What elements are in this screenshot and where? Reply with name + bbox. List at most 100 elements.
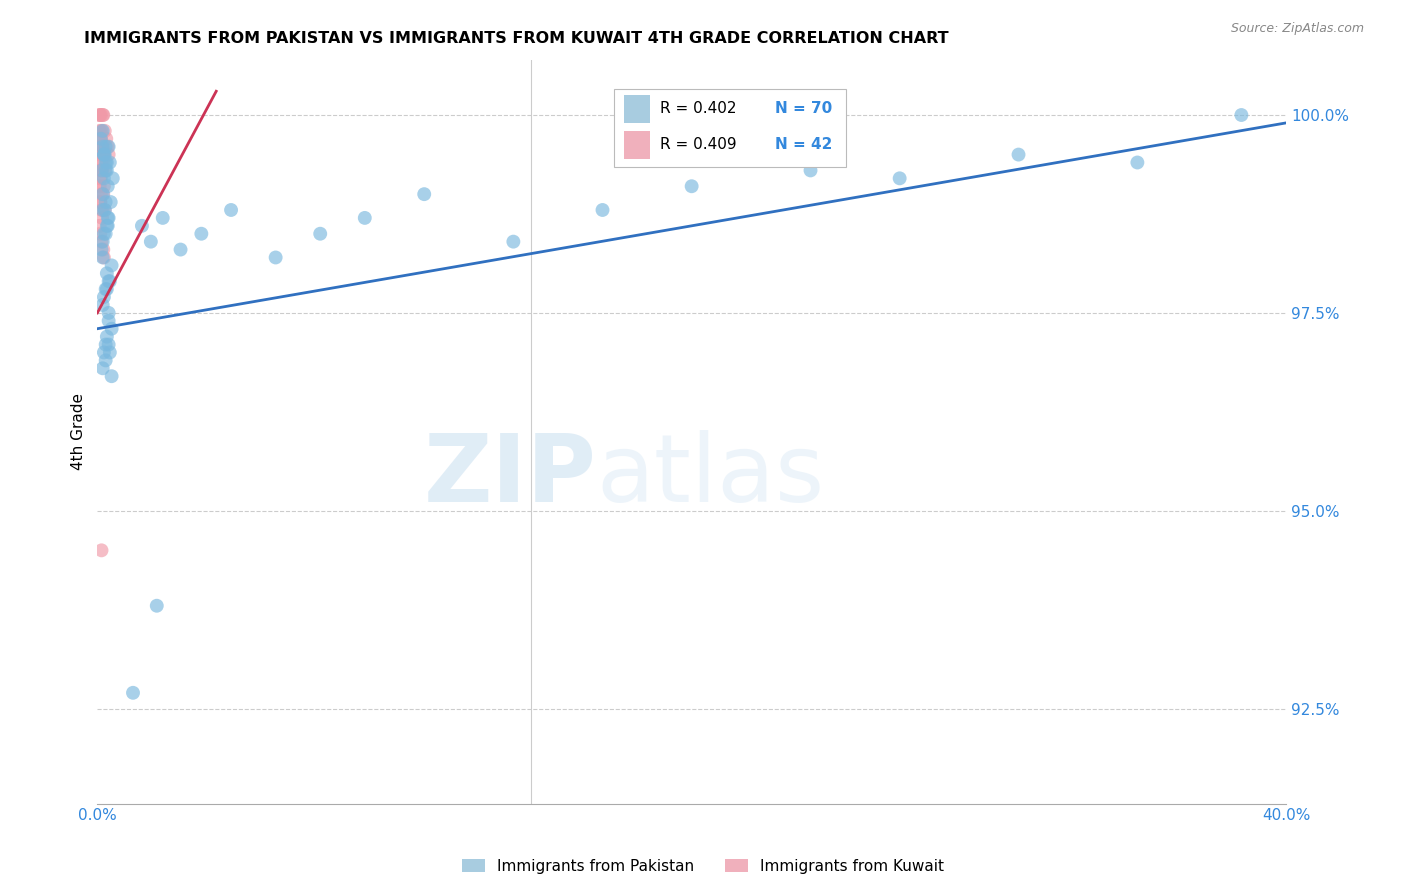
Point xyxy=(89,227,111,241)
Point xyxy=(97,147,120,161)
Text: N = 70: N = 70 xyxy=(775,101,832,116)
Point xyxy=(309,227,332,241)
Text: N = 42: N = 42 xyxy=(775,136,832,152)
Text: atlas: atlas xyxy=(596,430,825,522)
Point xyxy=(97,179,120,194)
Point xyxy=(97,274,120,288)
Point xyxy=(96,266,118,280)
Point xyxy=(93,179,115,194)
Point xyxy=(91,108,114,122)
Point xyxy=(96,329,118,343)
Point xyxy=(97,211,120,225)
Point xyxy=(413,187,436,202)
Point xyxy=(100,369,122,384)
Point xyxy=(1007,147,1029,161)
Point xyxy=(96,163,118,178)
Point xyxy=(219,202,242,217)
Bar xyxy=(624,131,650,160)
Point xyxy=(100,195,122,210)
Point xyxy=(97,139,120,153)
Point xyxy=(91,361,114,376)
Point xyxy=(98,345,121,359)
Point xyxy=(91,139,114,153)
Point xyxy=(91,163,114,178)
Point xyxy=(89,139,111,153)
Point xyxy=(91,251,114,265)
Point xyxy=(353,211,375,225)
Point xyxy=(681,179,703,194)
Point xyxy=(592,202,614,217)
Point xyxy=(90,132,112,146)
Point xyxy=(131,219,153,233)
Point xyxy=(97,139,120,153)
Point xyxy=(94,337,117,351)
Point xyxy=(94,353,117,368)
Point xyxy=(91,243,114,257)
Point xyxy=(89,108,111,122)
Point xyxy=(89,139,111,153)
Point xyxy=(89,147,111,161)
Point xyxy=(100,259,122,273)
Point xyxy=(502,235,524,249)
Point xyxy=(96,155,118,169)
Point xyxy=(91,155,114,169)
Point xyxy=(97,314,120,328)
Point xyxy=(1230,108,1253,122)
Point xyxy=(94,195,117,210)
Point xyxy=(889,171,911,186)
Point xyxy=(91,235,114,249)
Point xyxy=(94,124,117,138)
Point xyxy=(89,108,111,122)
Text: R = 0.402: R = 0.402 xyxy=(659,101,737,116)
Point xyxy=(89,195,111,210)
Point xyxy=(96,282,118,296)
Point xyxy=(97,211,120,225)
Point xyxy=(90,543,112,558)
Point xyxy=(146,599,169,613)
Point xyxy=(94,163,117,178)
Point xyxy=(91,298,114,312)
Point xyxy=(1126,155,1149,169)
Text: ZIP: ZIP xyxy=(423,430,596,522)
Point xyxy=(90,187,112,202)
Point xyxy=(89,124,111,138)
Point xyxy=(89,132,111,146)
Point xyxy=(93,227,115,241)
Point xyxy=(89,219,111,233)
Point xyxy=(90,108,112,122)
Point xyxy=(89,195,111,210)
Point xyxy=(91,139,114,153)
Point xyxy=(93,147,115,161)
Point xyxy=(264,251,287,265)
Point xyxy=(90,171,112,186)
Point xyxy=(93,251,115,265)
Point xyxy=(98,155,121,169)
Point xyxy=(90,202,112,217)
Point xyxy=(91,108,114,122)
Point xyxy=(97,219,120,233)
Legend: Immigrants from Pakistan, Immigrants from Kuwait: Immigrants from Pakistan, Immigrants fro… xyxy=(456,853,950,880)
Point xyxy=(91,147,114,161)
Point xyxy=(93,171,115,186)
Point xyxy=(90,243,112,257)
Point xyxy=(169,243,191,257)
Point xyxy=(90,163,112,178)
Point xyxy=(93,345,115,359)
Point xyxy=(94,163,117,178)
Point xyxy=(122,686,145,700)
Point xyxy=(94,202,117,217)
Point xyxy=(96,219,118,233)
Text: IMMIGRANTS FROM PAKISTAN VS IMMIGRANTS FROM KUWAIT 4TH GRADE CORRELATION CHART: IMMIGRANTS FROM PAKISTAN VS IMMIGRANTS F… xyxy=(84,31,949,46)
Y-axis label: 4th Grade: 4th Grade xyxy=(72,393,86,470)
Point xyxy=(90,124,112,138)
Point xyxy=(91,187,114,202)
Point xyxy=(94,147,117,161)
Point xyxy=(139,235,162,249)
Text: R = 0.409: R = 0.409 xyxy=(659,136,737,152)
Point xyxy=(90,155,112,169)
Point xyxy=(94,227,117,241)
Point xyxy=(91,211,114,225)
Point xyxy=(93,290,115,304)
Point xyxy=(89,171,111,186)
FancyBboxPatch shape xyxy=(614,89,846,168)
